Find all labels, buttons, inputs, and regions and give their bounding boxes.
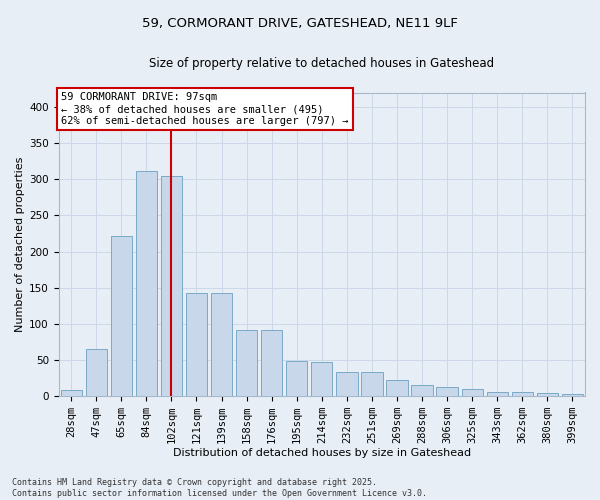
Bar xyxy=(361,372,383,396)
Text: Contains HM Land Registry data © Crown copyright and database right 2025.
Contai: Contains HM Land Registry data © Crown c… xyxy=(12,478,427,498)
Bar xyxy=(161,176,182,396)
Bar xyxy=(136,170,157,396)
Bar xyxy=(512,392,533,396)
Bar xyxy=(412,386,433,396)
Bar xyxy=(537,393,558,396)
Bar xyxy=(61,390,82,396)
Bar xyxy=(110,236,132,396)
Bar xyxy=(487,392,508,396)
Text: 59 CORMORANT DRIVE: 97sqm
← 38% of detached houses are smaller (495)
62% of semi: 59 CORMORANT DRIVE: 97sqm ← 38% of detac… xyxy=(61,92,349,126)
Bar xyxy=(236,330,257,396)
Bar xyxy=(436,388,458,396)
Title: Size of property relative to detached houses in Gateshead: Size of property relative to detached ho… xyxy=(149,58,494,70)
Bar xyxy=(211,292,232,396)
Text: 59, CORMORANT DRIVE, GATESHEAD, NE11 9LF: 59, CORMORANT DRIVE, GATESHEAD, NE11 9LF xyxy=(142,18,458,30)
Bar xyxy=(86,349,107,396)
Bar xyxy=(286,360,307,396)
Bar xyxy=(336,372,358,396)
Bar xyxy=(261,330,283,396)
Bar xyxy=(386,380,407,396)
Bar xyxy=(186,292,207,396)
Bar xyxy=(311,362,332,396)
Y-axis label: Number of detached properties: Number of detached properties xyxy=(15,156,25,332)
Bar xyxy=(562,394,583,396)
Bar xyxy=(461,389,483,396)
X-axis label: Distribution of detached houses by size in Gateshead: Distribution of detached houses by size … xyxy=(173,448,471,458)
